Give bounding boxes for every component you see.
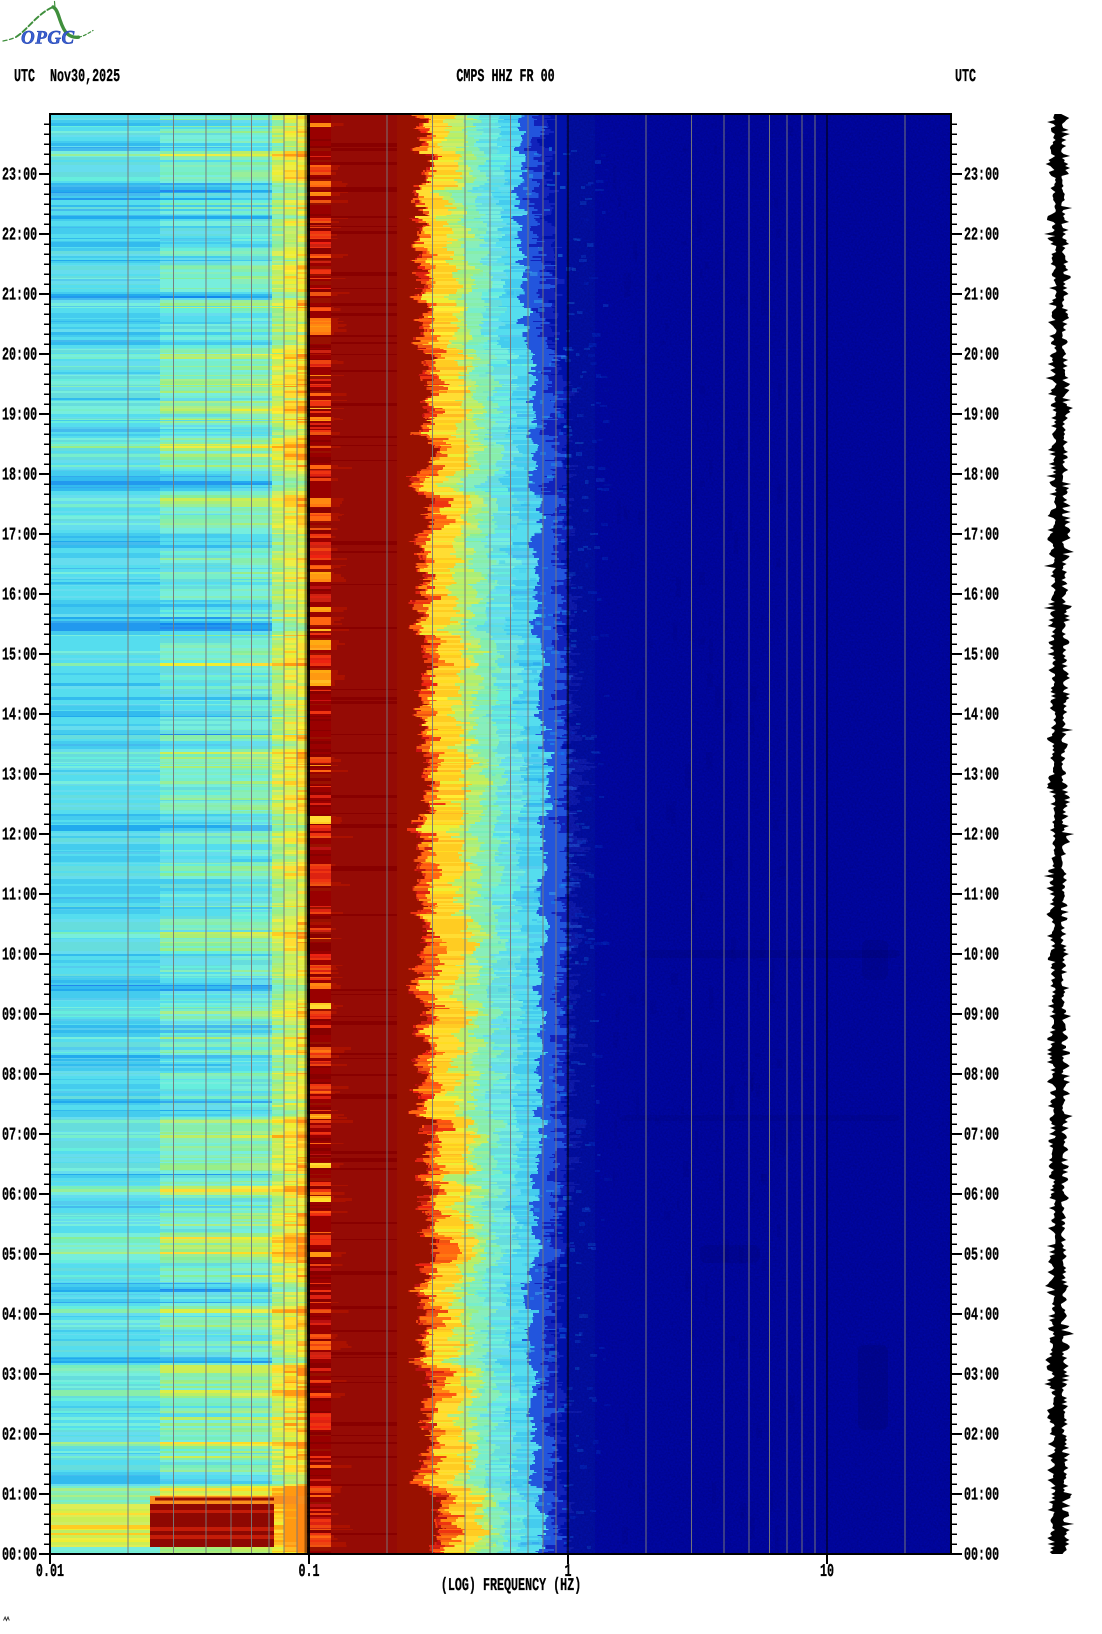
svg-text:12:00: 12:00 (964, 826, 999, 846)
svg-text:08:00: 08:00 (964, 1066, 999, 1086)
svg-text:23:00: 23:00 (2, 166, 37, 186)
svg-text:0.1: 0.1 (298, 1562, 319, 1582)
svg-text:17:00: 17:00 (964, 526, 999, 546)
svg-text:13:00: 13:00 (964, 766, 999, 786)
svg-text:07:00: 07:00 (2, 1126, 37, 1146)
svg-text:UTC: UTC (14, 67, 35, 87)
svg-text:03:00: 03:00 (2, 1366, 37, 1386)
svg-text:23:00: 23:00 (964, 166, 999, 186)
svg-text:10: 10 (820, 1562, 834, 1582)
svg-text:0.01: 0.01 (36, 1562, 64, 1582)
svg-text:02:00: 02:00 (2, 1426, 37, 1446)
svg-text:21:00: 21:00 (2, 286, 37, 306)
svg-text:17:00: 17:00 (2, 526, 37, 546)
svg-text:14:00: 14:00 (964, 706, 999, 726)
svg-text:04:00: 04:00 (2, 1306, 37, 1326)
svg-text:10:00: 10:00 (964, 946, 999, 966)
svg-text:(LOG) FREQUENCY (HZ): (LOG) FREQUENCY (HZ) (441, 1576, 581, 1596)
svg-text:16:00: 16:00 (964, 586, 999, 606)
svg-text:18:00: 18:00 (2, 466, 37, 486)
svg-text:UTC: UTC (955, 67, 976, 87)
svg-text:21:00: 21:00 (964, 286, 999, 306)
svg-text:10:00: 10:00 (2, 946, 37, 966)
svg-text:12:00: 12:00 (2, 826, 37, 846)
svg-text:20:00: 20:00 (964, 346, 999, 366)
svg-text:11:00: 11:00 (964, 886, 999, 906)
svg-text:OPGC: OPGC (21, 28, 75, 49)
svg-text:11:00: 11:00 (2, 886, 37, 906)
svg-text:02:00: 02:00 (964, 1426, 999, 1446)
svg-text:07:00: 07:00 (964, 1126, 999, 1146)
svg-text:14:00: 14:00 (2, 706, 37, 726)
svg-text:01:00: 01:00 (964, 1486, 999, 1506)
svg-text:15:00: 15:00 (964, 646, 999, 666)
svg-text:04:00: 04:00 (964, 1306, 999, 1326)
svg-text:19:00: 19:00 (964, 406, 999, 426)
svg-text:20:00: 20:00 (2, 346, 37, 366)
svg-text:1: 1 (564, 1562, 571, 1582)
svg-text:06:00: 06:00 (2, 1186, 37, 1206)
svg-text:19:00: 19:00 (2, 406, 37, 426)
svg-text:05:00: 05:00 (964, 1246, 999, 1266)
svg-text:00:00: 00:00 (964, 1546, 999, 1566)
svg-text:18:00: 18:00 (964, 466, 999, 486)
svg-text:03:00: 03:00 (964, 1366, 999, 1386)
svg-text:15:00: 15:00 (2, 646, 37, 666)
svg-text:CMPS HHZ FR 00: CMPS HHZ FR 00 (456, 67, 554, 87)
svg-text:06:00: 06:00 (964, 1186, 999, 1206)
svg-text:08:00: 08:00 (2, 1066, 37, 1086)
svg-text:16:00: 16:00 (2, 586, 37, 606)
svg-text:22:00: 22:00 (2, 226, 37, 246)
svg-text:Nov30,2025: Nov30,2025 (50, 67, 120, 87)
svg-text:05:00: 05:00 (2, 1246, 37, 1266)
svg-text:22:00: 22:00 (964, 226, 999, 246)
svg-text:01:00: 01:00 (2, 1486, 37, 1506)
svg-text:00:00: 00:00 (2, 1546, 37, 1566)
svg-text:09:00: 09:00 (2, 1006, 37, 1026)
svg-text:09:00: 09:00 (964, 1006, 999, 1026)
svg-text:13:00: 13:00 (2, 766, 37, 786)
